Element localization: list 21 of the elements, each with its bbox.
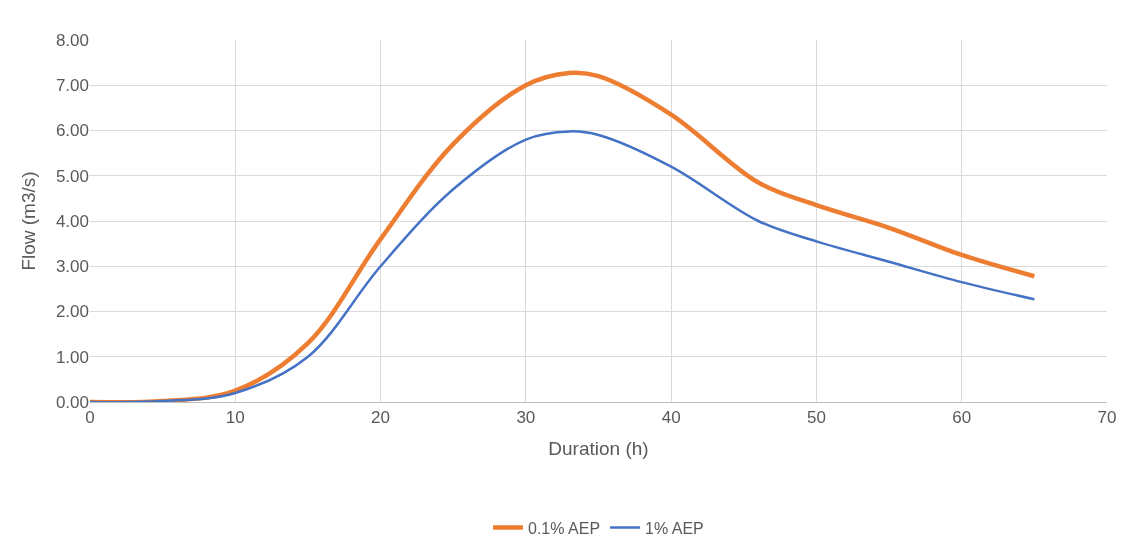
y-tick-label: 1.00: [55, 347, 89, 367]
y-tick-label: 4.00: [55, 211, 89, 231]
line-series: [90, 70, 1037, 402]
y-tick-label: 3.00: [55, 257, 89, 277]
y-tick-label: 6.00: [55, 121, 89, 141]
legend-label: 0.1% AEP: [528, 519, 601, 537]
line-series: [90, 130, 1036, 402]
y-tick-label: 2.00: [55, 302, 89, 322]
x-tick-label: 60: [952, 408, 972, 428]
x-tick-label: 10: [225, 408, 245, 428]
x-tick-label: 50: [806, 408, 826, 428]
x-tick-label: 20: [371, 408, 391, 428]
x-tick-label: 70: [1097, 408, 1117, 428]
x-axis-title: Duration (h): [548, 438, 649, 460]
x-tick-label: 30: [516, 408, 536, 428]
y-tick-label: 8.00: [55, 30, 89, 50]
y-tick-label: 5.00: [55, 166, 89, 186]
y-tick-label: 7.00: [55, 76, 89, 96]
legend-label: 1% AEP: [645, 519, 704, 537]
x-tick-label: 40: [661, 408, 681, 428]
y-axis-title: Flow (m3/s): [17, 171, 39, 271]
